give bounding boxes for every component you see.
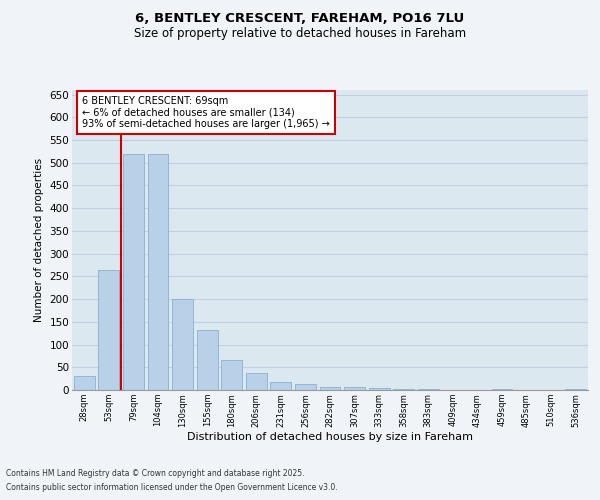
Text: 6, BENTLEY CRESCENT, FAREHAM, PO16 7LU: 6, BENTLEY CRESCENT, FAREHAM, PO16 7LU <box>136 12 464 26</box>
Bar <box>246 372 267 390</box>
Y-axis label: Number of detached properties: Number of detached properties <box>34 158 44 322</box>
Bar <box>98 270 119 390</box>
Bar <box>418 389 439 390</box>
Text: Contains HM Land Registry data © Crown copyright and database right 2025.: Contains HM Land Registry data © Crown c… <box>6 468 305 477</box>
Bar <box>148 154 169 390</box>
Text: Size of property relative to detached houses in Fareham: Size of property relative to detached ho… <box>134 28 466 40</box>
Text: Contains public sector information licensed under the Open Government Licence v3: Contains public sector information licen… <box>6 484 338 492</box>
Bar <box>74 376 95 390</box>
Bar <box>491 389 512 390</box>
Text: 6 BENTLEY CRESCENT: 69sqm
← 6% of detached houses are smaller (134)
93% of semi-: 6 BENTLEY CRESCENT: 69sqm ← 6% of detach… <box>82 96 330 129</box>
Bar <box>320 387 340 390</box>
Bar <box>271 382 292 390</box>
Bar <box>368 388 389 390</box>
Bar <box>393 388 414 390</box>
Bar <box>172 299 193 390</box>
Bar <box>221 360 242 390</box>
Bar <box>123 154 144 390</box>
Bar <box>197 330 218 390</box>
Bar <box>344 387 365 390</box>
X-axis label: Distribution of detached houses by size in Fareham: Distribution of detached houses by size … <box>187 432 473 442</box>
Bar <box>295 384 316 390</box>
Bar <box>565 389 586 390</box>
